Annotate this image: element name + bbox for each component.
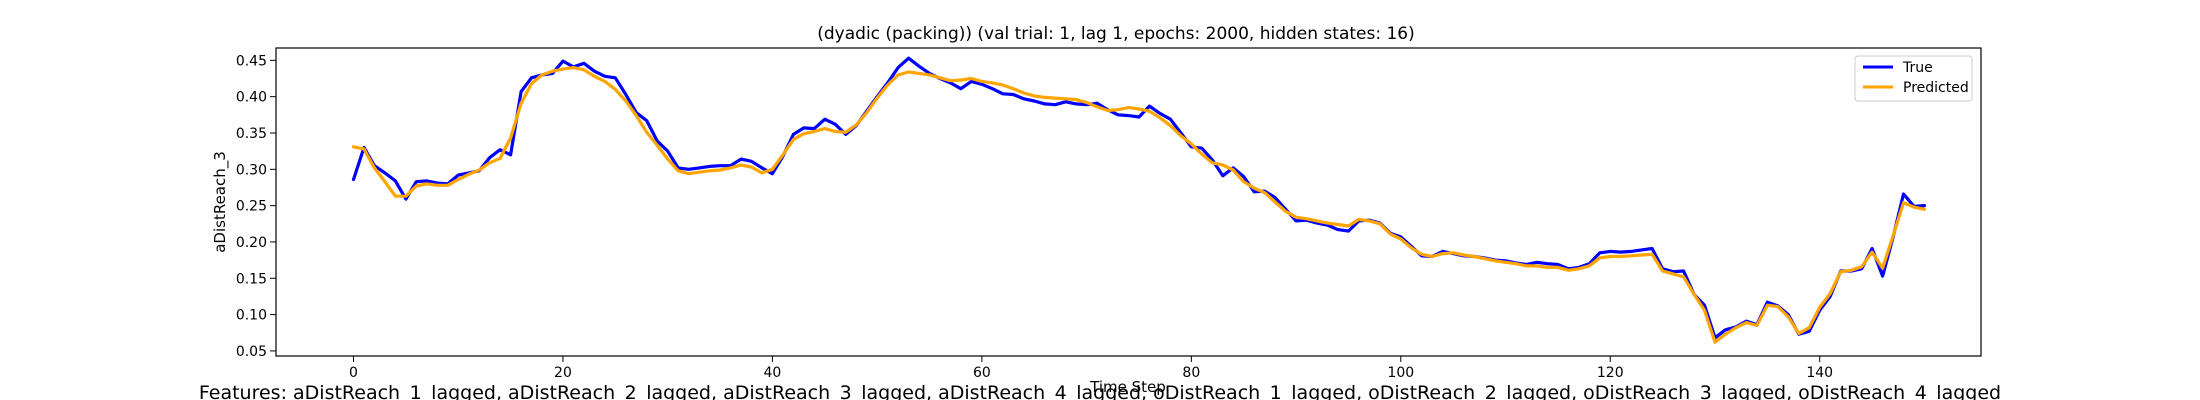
y-tick-label: 0.35 <box>236 126 267 142</box>
y-tick-label: 0.25 <box>236 199 267 215</box>
x-tick-label: 0 <box>349 365 358 381</box>
legend-label-true: True <box>1902 60 1933 76</box>
y-tick-label: 0.30 <box>236 162 267 178</box>
y-tick-label: 0.45 <box>236 53 267 69</box>
y-tick-label: 0.05 <box>236 344 267 360</box>
y-tick-label: 0.15 <box>236 271 267 287</box>
x-tick-label: 100 <box>1387 365 1414 381</box>
y-tick-label: 0.20 <box>236 235 267 251</box>
axes: 0 20 40 60 80 100 120 140 0.05 0.10 0.15 0.20 0.25 0.… <box>236 53 1833 381</box>
series-line-predicted <box>351 65 1927 344</box>
y-tick-label: 0.40 <box>236 90 267 106</box>
y-tick-label: 0.10 <box>236 308 267 324</box>
x-tick-label: 20 <box>554 365 572 381</box>
legend: True Predicted <box>1854 55 1973 102</box>
series-line-true <box>351 56 1927 340</box>
x-tick-label: 140 <box>1806 365 1833 381</box>
chart-title: (dyadic (packing)) (val trial: 1, lag 1,… <box>817 24 1415 44</box>
plot-frame <box>275 47 1982 357</box>
x-tick-label: 60 <box>973 365 991 381</box>
x-axis-label: Time Step <box>1089 378 1166 396</box>
legend-label-predicted: Predicted <box>1903 80 1969 96</box>
plot-area <box>351 56 1927 344</box>
x-tick-label: 80 <box>1182 365 1200 381</box>
x-tick-label: 40 <box>764 365 782 381</box>
x-tick-label: 120 <box>1597 365 1624 381</box>
features-caption: Features: aDistReach_1_lagged, aDistReac… <box>198 382 2002 400</box>
y-axis-label: aDistReach_3 <box>211 151 230 253</box>
